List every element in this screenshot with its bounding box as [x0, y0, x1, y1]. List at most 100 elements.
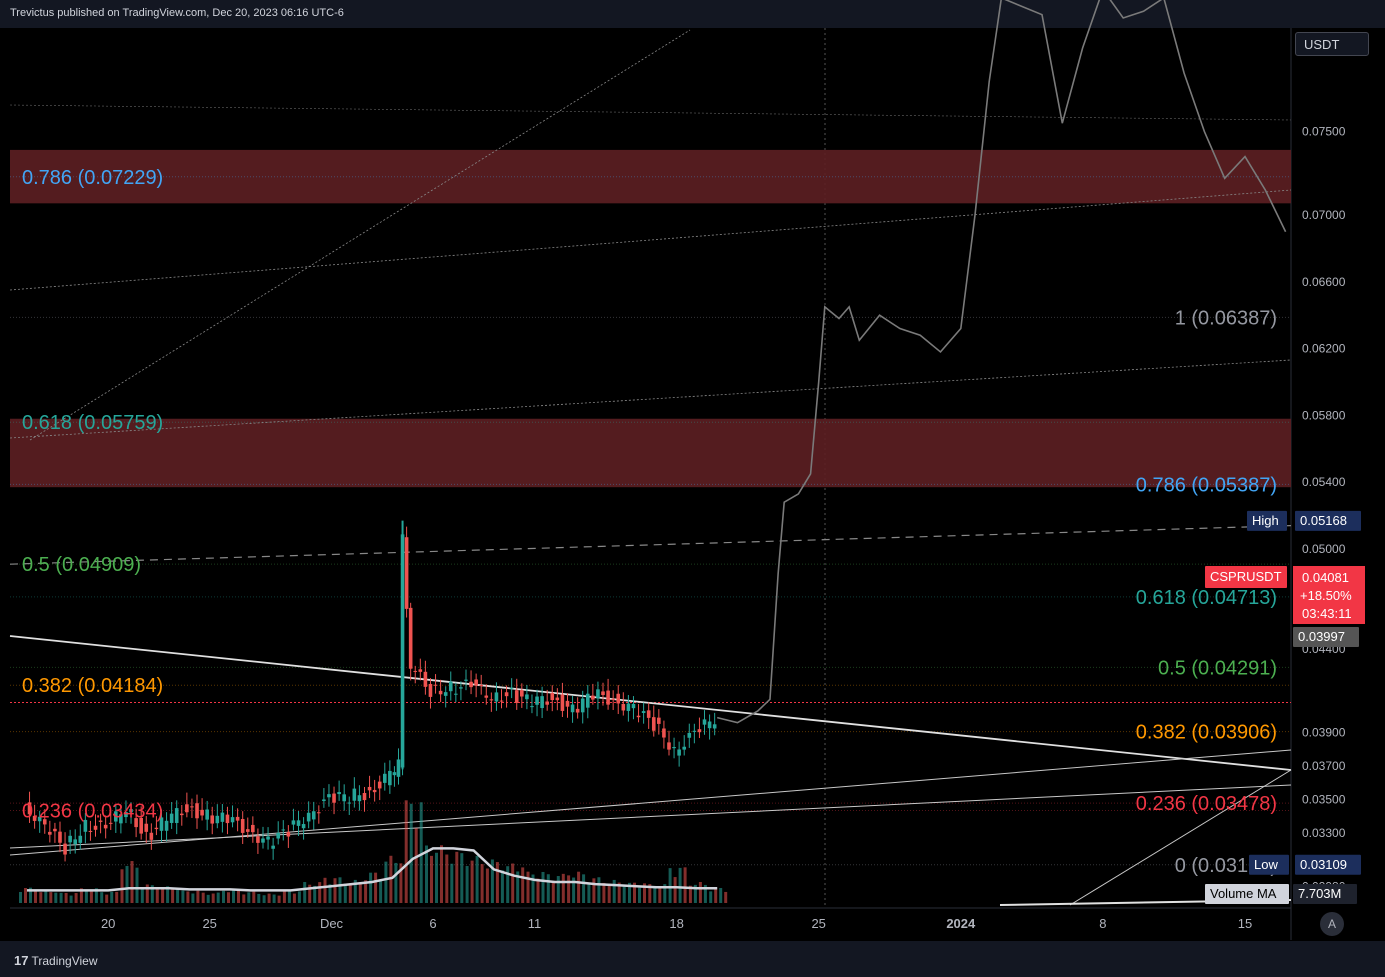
candle-body — [144, 823, 149, 832]
candle-body — [423, 671, 428, 687]
trend-line — [29, 29, 691, 441]
volume-bar — [724, 891, 728, 903]
y-tick-label: 0.03900 — [1302, 726, 1346, 740]
candle-body — [520, 690, 524, 697]
volume-bar — [673, 877, 677, 903]
volume-bar — [54, 892, 58, 903]
volume-bar — [541, 871, 545, 903]
candle-body — [499, 700, 504, 702]
candle-body — [306, 812, 311, 822]
volume-bar — [445, 854, 449, 903]
candle-body — [626, 703, 631, 711]
y-tick-label: 0.06200 — [1302, 342, 1346, 356]
candle-body — [707, 721, 712, 729]
candle-body — [464, 679, 468, 681]
x-tick-label: 8 — [1099, 916, 1106, 931]
candle-body — [129, 809, 133, 813]
volume-bar — [480, 864, 484, 903]
symbol-label-bg — [1205, 566, 1287, 588]
projection-path — [717, 0, 1287, 724]
candle-body — [119, 814, 123, 824]
volume-bar — [247, 892, 251, 903]
symbol-label: CSPRUSDT — [1210, 569, 1282, 584]
candle-body — [286, 831, 291, 837]
candle-body — [27, 802, 32, 815]
volume-bar — [567, 875, 571, 903]
volume-bar — [181, 890, 185, 903]
candle-body — [392, 772, 397, 776]
projected-price-line — [717, 0, 1287, 724]
candle-body — [514, 690, 519, 703]
candle-body — [570, 704, 575, 713]
candle-body — [504, 692, 509, 697]
fib-level-lines — [10, 176, 1291, 866]
volume-bar — [161, 887, 165, 903]
last-price-bg — [1293, 566, 1365, 624]
volume-bar — [556, 876, 560, 903]
candle-body — [251, 824, 255, 833]
volume-bar — [521, 867, 525, 903]
volume-bar — [399, 863, 403, 903]
x-tick-label: 25 — [202, 916, 216, 931]
volume-bar — [135, 867, 139, 903]
candle-body — [479, 685, 484, 687]
candle-body — [174, 808, 179, 824]
volume-ma-value: 7.703M — [1298, 886, 1341, 901]
candle-body — [68, 835, 72, 843]
fib-label-right: 0.618 (0.04713) — [1136, 587, 1277, 609]
volume-bar — [120, 869, 124, 903]
volume-bar — [622, 884, 626, 903]
y-tick-label: 0.05400 — [1302, 475, 1346, 489]
candle-body — [58, 831, 62, 843]
volume-bar — [74, 893, 78, 903]
volume-bar — [582, 874, 586, 903]
candle-body — [139, 817, 143, 834]
candle-body — [692, 730, 697, 732]
candle-body — [245, 829, 250, 832]
candle-body — [230, 817, 235, 823]
volume-bar — [59, 892, 63, 903]
volume-bar — [125, 865, 129, 903]
candle-body — [438, 690, 443, 695]
candle-body — [621, 703, 626, 711]
candle-body — [114, 811, 118, 822]
volume-bar — [536, 878, 540, 903]
volume-bar — [688, 885, 692, 903]
volume-bar — [628, 882, 631, 903]
volume-bar — [617, 882, 621, 903]
fib-label-right: 0.382 (0.03906) — [1136, 722, 1277, 744]
volume-bar — [348, 883, 352, 903]
volume-bar — [166, 886, 170, 903]
volume-bar — [719, 887, 723, 903]
volume-bar — [633, 882, 636, 903]
candle-body — [388, 770, 392, 786]
candle-body — [448, 681, 453, 692]
candle-body — [575, 708, 580, 713]
fib-label-left: 0.5 (0.04909) — [22, 554, 141, 576]
candle-body — [210, 815, 215, 824]
currency-selector[interactable]: USDT — [1295, 32, 1369, 56]
volume-bar — [698, 882, 702, 903]
candle-body — [159, 817, 164, 831]
candle-body — [509, 687, 514, 689]
volume-bar — [343, 883, 347, 903]
publisher-text: Trevictus published on TradingView.com, … — [10, 7, 344, 19]
volume-bar — [242, 894, 246, 903]
candle-body — [32, 815, 37, 821]
candle-body — [261, 838, 265, 843]
candle-body — [195, 803, 199, 819]
candle-body — [646, 710, 651, 718]
volume-bar — [648, 884, 652, 903]
auto-scale-button[interactable]: A — [1320, 912, 1344, 936]
volume-bar — [597, 877, 601, 903]
candle-body — [540, 696, 544, 709]
candle-body — [382, 773, 387, 783]
candle-body — [667, 742, 671, 750]
volume-bar — [638, 887, 641, 903]
volume-bar — [252, 891, 256, 903]
candle-body — [682, 746, 687, 750]
volume-bar — [206, 894, 210, 903]
candle-body — [134, 818, 138, 828]
volume-bar — [374, 872, 378, 903]
